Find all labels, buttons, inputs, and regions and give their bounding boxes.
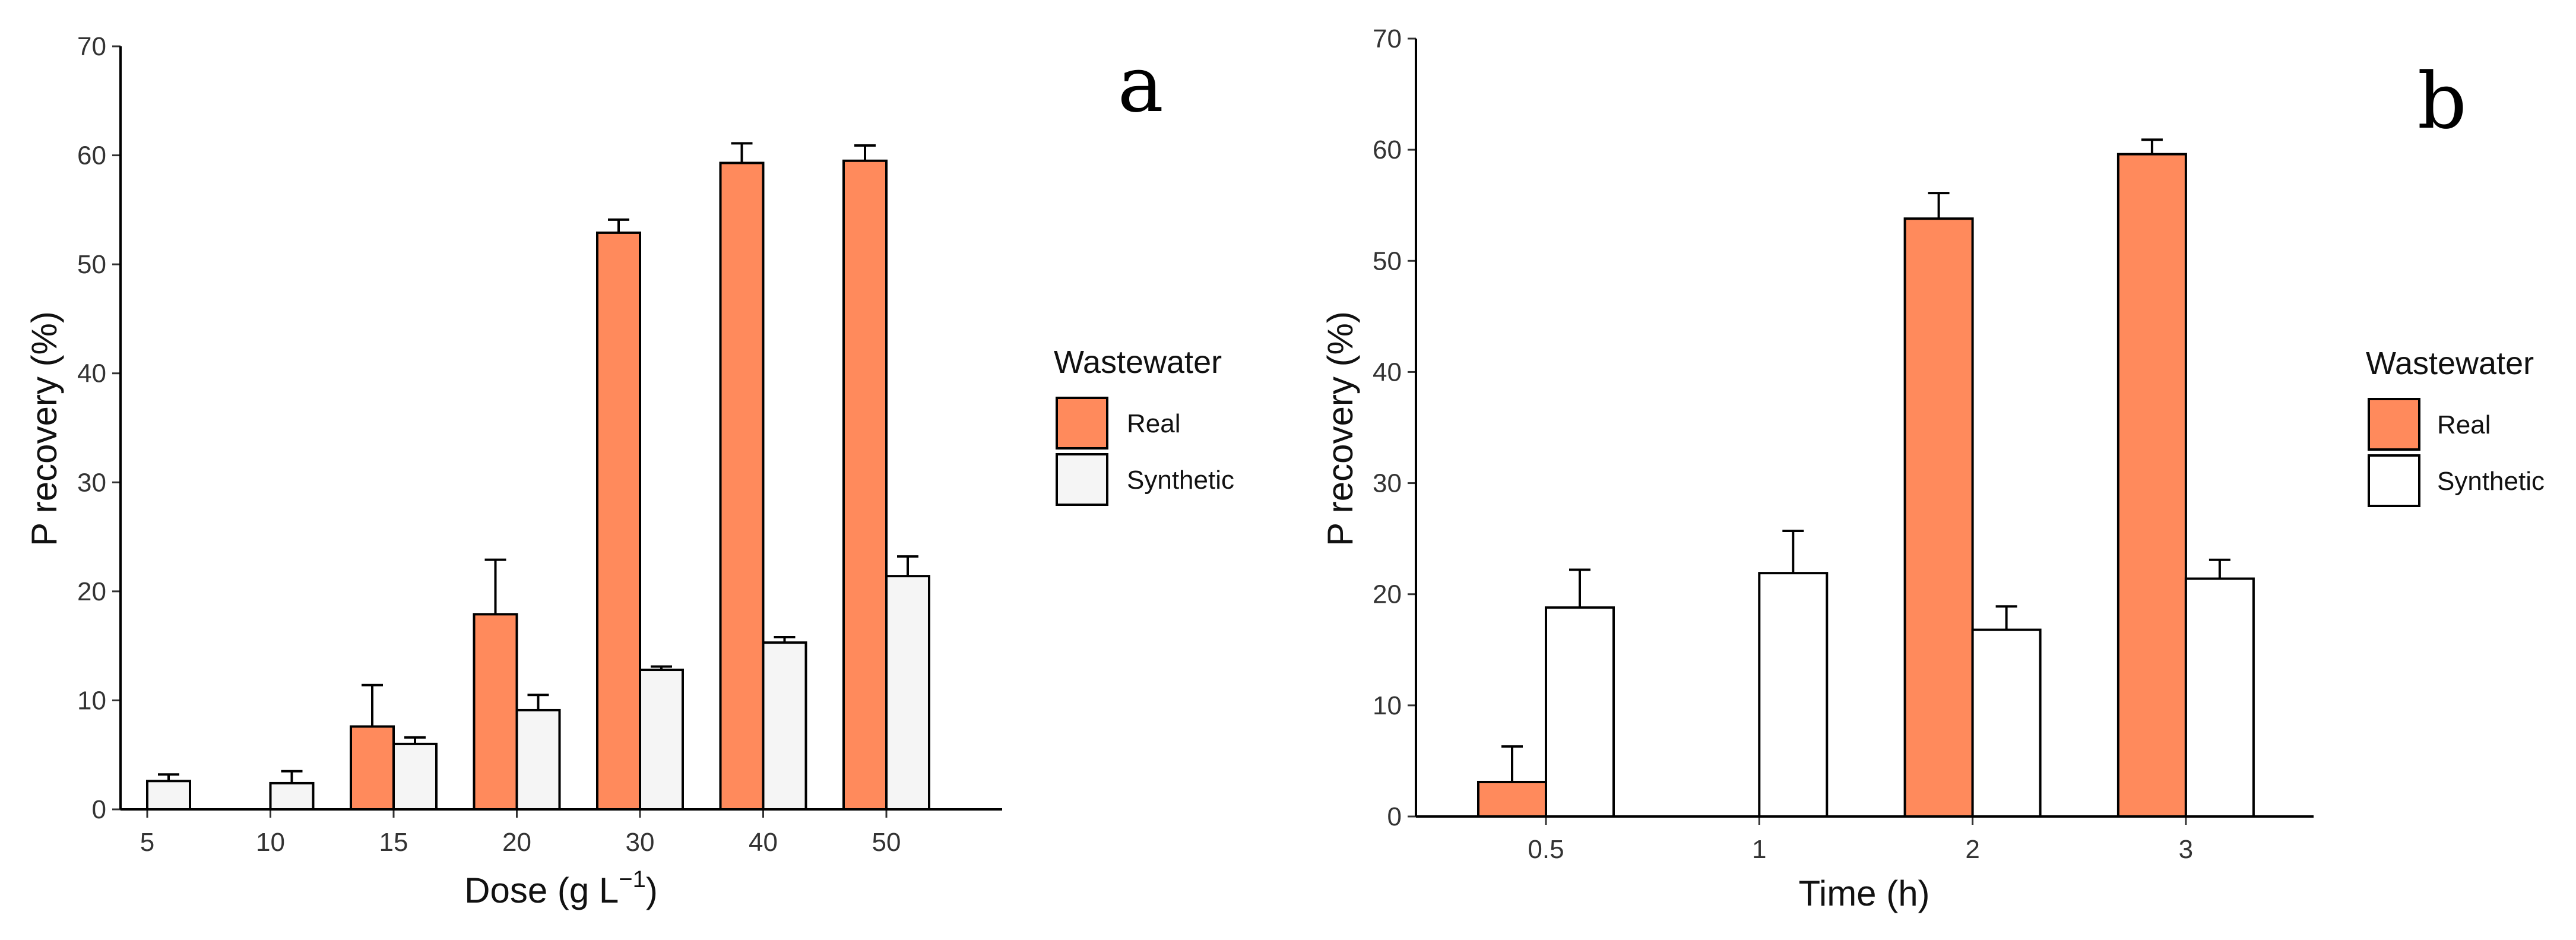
panel-b-x-tick-label: 1 (1752, 835, 1766, 864)
panel-a-x-axis-title-superscript: −1 (619, 866, 646, 892)
panel-b-legend-title: Wastewater (2366, 346, 2534, 381)
panel-a-bar-synthetic-30 (639, 669, 684, 811)
panel-a-y-tick-label: 10 (77, 686, 106, 715)
panel-a-x-tick-label: 5 (140, 828, 154, 857)
panel-a-y-tick-label: 70 (77, 32, 106, 61)
panel-b-bars (1477, 138, 2255, 818)
panel-b-bar-synthetic-3 (2184, 577, 2255, 818)
panel-a-y-tick-label: 20 (77, 577, 106, 606)
panel-a-y-tick-label: 50 (77, 250, 106, 279)
panel-b-bar-real-3 (2116, 153, 2187, 818)
panel-b-x-axis-title: Time (h) (1798, 873, 1929, 913)
panel-a-y-tick-label: 30 (77, 468, 106, 497)
panel-a-x-axis-title-close: ) (646, 871, 658, 910)
panel-a-x-tick-label: 20 (502, 828, 531, 857)
panel-b-x-tick-label: 3 (2179, 835, 2193, 864)
panel-b-legend-swatch-real (2368, 398, 2420, 451)
panel-b-y-tick-label: 20 (1373, 580, 1402, 609)
panel-a-chart: 0 10 20 30 40 50 60 70 5 10 15 20 30 40 50 a P recove… (24, 32, 1234, 910)
panel-a-label: a (1117, 39, 1164, 129)
panel-b-y-tick-label: 40 (1373, 357, 1402, 387)
panel-a-y-axis-title: P recovery (%) (24, 311, 64, 546)
panel-a-x-axis-title: Dose (g L−1) (464, 866, 658, 910)
panel-a-y-tick-label: 0 (92, 795, 106, 824)
panel-b-bar-synthetic-2 (1971, 628, 2042, 818)
panel-a-bars (146, 142, 930, 811)
panel-b-y-ticks: 0 10 20 30 40 50 60 70 (1373, 24, 1416, 831)
panel-a-bar-synthetic-20 (515, 708, 561, 811)
panel-b-bar-real-2 (1903, 217, 1974, 818)
panel-b-legend: Wastewater Real Synthetic (2366, 346, 2545, 507)
panel-b-bar-real-0_5 (1477, 780, 1547, 818)
panel-b-y-axis-title: P recovery (%) (1320, 311, 1360, 546)
panel-a-bar-real-50 (842, 159, 888, 811)
panel-a-bar-real-30 (596, 231, 641, 811)
panel-b-y-tick-label: 10 (1373, 691, 1402, 720)
panel-b-legend-swatch-synthetic (2368, 454, 2420, 507)
panel-a-y-tick-label: 60 (77, 141, 106, 170)
panel-b-legend-label-synthetic: Synthetic (2437, 467, 2545, 496)
panel-a-x-tick-label: 10 (256, 828, 285, 857)
panel-a-bar-real-20 (473, 613, 518, 811)
panel-a-bar-synthetic-15 (392, 742, 438, 811)
panel-a-legend-label-real: Real (1127, 409, 1181, 438)
panel-a-x-tick-label: 15 (379, 828, 408, 857)
panel-a-bar-synthetic-40 (762, 641, 807, 811)
panel-b-y-tick-label: 0 (1387, 802, 1402, 831)
panel-b-y-tick-label: 30 (1373, 469, 1402, 498)
panel-a-bar-synthetic-50 (885, 575, 930, 811)
panel-a-x-ticks: 5 10 15 20 30 40 50 (140, 809, 901, 857)
panel-a-legend: Wastewater Real Synthetic (1054, 344, 1234, 506)
panel-a-x-tick-label: 50 (872, 828, 901, 857)
panel-a-bar-synthetic-10 (269, 781, 315, 811)
panel-a-legend-swatch-synthetic (1056, 453, 1108, 506)
panel-a-x-tick-label: 30 (626, 828, 655, 857)
panel-a-x-axis-title-main: Dose (g L (464, 871, 619, 910)
panel-a-bar-synthetic-5 (146, 780, 191, 811)
panel-b-y-tick-label: 70 (1373, 24, 1402, 53)
panel-b-x-ticks: 0.5 1 2 3 (1528, 816, 2193, 864)
panel-a-y-ticks: 0 10 20 30 40 50 60 70 (77, 32, 121, 824)
panel-b-y-tick-label: 50 (1373, 246, 1402, 276)
panel-b-legend-label-real: Real (2437, 410, 2491, 439)
panel-b-label: b (2417, 56, 2467, 146)
panel-b-x-tick-label: 0.5 (1528, 835, 1564, 864)
panel-b-bar-synthetic-0_5 (1545, 606, 1615, 818)
panel-a-legend-label-synthetic: Synthetic (1127, 466, 1234, 495)
panel-a-bar-real-40 (719, 162, 765, 811)
panel-a-legend-swatch-real (1056, 397, 1108, 450)
panel-b-y-tick-label: 60 (1373, 135, 1402, 164)
panel-b-bar-synthetic-1 (1758, 572, 1829, 818)
panel-a-legend-title: Wastewater (1054, 344, 1222, 380)
panel-a-bar-real-15 (350, 725, 395, 811)
panel-a-y-tick-label: 40 (77, 359, 106, 388)
panel-a-x-tick-label: 40 (749, 828, 778, 857)
panel-b-x-tick-label: 2 (1965, 835, 1979, 864)
